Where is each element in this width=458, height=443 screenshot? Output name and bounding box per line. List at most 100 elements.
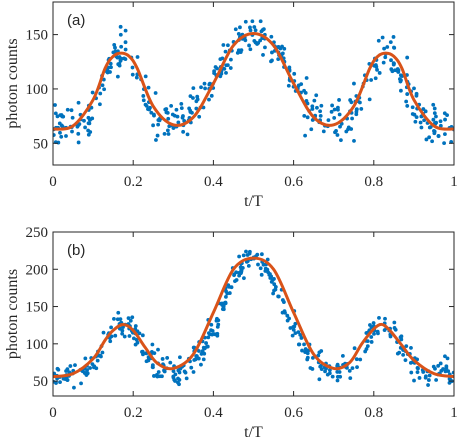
data-point bbox=[340, 354, 345, 358]
data-point bbox=[288, 326, 293, 330]
data-point bbox=[69, 108, 74, 113]
data-point bbox=[199, 352, 204, 356]
data-point bbox=[282, 300, 286, 304]
data-point bbox=[76, 131, 81, 136]
data-point bbox=[58, 113, 63, 118]
data-point bbox=[273, 287, 278, 292]
data-point bbox=[130, 315, 135, 320]
data-point bbox=[134, 75, 139, 80]
data-point bbox=[202, 351, 207, 356]
data-point bbox=[404, 344, 409, 349]
data-point bbox=[392, 326, 397, 330]
data-point bbox=[327, 371, 332, 376]
data-point bbox=[86, 128, 91, 133]
data-point bbox=[419, 125, 424, 130]
data-point bbox=[215, 324, 220, 329]
data-point bbox=[152, 351, 157, 356]
data-point bbox=[225, 63, 230, 68]
data-point bbox=[291, 327, 296, 332]
data-point bbox=[178, 355, 182, 360]
data-point bbox=[172, 377, 177, 382]
data-point bbox=[297, 342, 302, 347]
data-point bbox=[237, 254, 242, 259]
y-tick-label: 250 bbox=[26, 225, 49, 241]
data-point bbox=[438, 123, 443, 128]
data-point bbox=[414, 115, 419, 120]
data-point bbox=[434, 378, 439, 382]
data-point bbox=[214, 318, 219, 323]
data-point bbox=[315, 105, 319, 110]
data-point bbox=[224, 70, 228, 75]
data-point bbox=[112, 316, 116, 321]
data-point bbox=[310, 104, 315, 109]
data-point bbox=[319, 367, 324, 372]
data-point bbox=[299, 82, 304, 87]
data-point bbox=[194, 354, 199, 359]
data-point bbox=[123, 47, 128, 52]
data-point bbox=[83, 125, 87, 130]
data-point bbox=[408, 360, 413, 365]
data-point bbox=[369, 335, 374, 339]
data-point bbox=[58, 130, 62, 135]
data-point bbox=[385, 45, 390, 49]
data-point bbox=[215, 333, 220, 338]
data-point bbox=[252, 25, 257, 29]
data-point bbox=[247, 251, 252, 256]
data-point bbox=[376, 331, 380, 336]
data-point bbox=[350, 116, 354, 121]
data-point bbox=[202, 346, 207, 351]
data-point bbox=[98, 102, 102, 107]
data-point bbox=[317, 350, 322, 355]
data-point bbox=[330, 374, 335, 379]
data-point bbox=[58, 380, 62, 385]
data-point bbox=[276, 57, 281, 62]
data-point bbox=[166, 116, 171, 121]
data-point bbox=[179, 106, 184, 111]
data-point bbox=[166, 132, 171, 136]
data-point bbox=[403, 358, 408, 363]
data-point bbox=[310, 107, 315, 111]
data-point bbox=[100, 350, 105, 355]
data-point bbox=[335, 370, 340, 374]
data-point bbox=[271, 291, 276, 296]
data-point bbox=[64, 369, 68, 373]
data-point bbox=[330, 103, 335, 108]
data-point bbox=[346, 125, 351, 130]
data-point bbox=[292, 71, 297, 76]
data-point bbox=[65, 107, 70, 112]
data-point bbox=[86, 121, 91, 126]
fit-curve bbox=[53, 256, 454, 379]
data-point bbox=[242, 276, 246, 281]
data-point bbox=[116, 310, 121, 315]
data-point bbox=[156, 347, 160, 352]
data-point bbox=[119, 44, 124, 49]
x-tick-label: 0 bbox=[49, 405, 57, 421]
data-point bbox=[122, 56, 127, 61]
data-point bbox=[199, 362, 203, 367]
data-point bbox=[72, 385, 76, 390]
data-point bbox=[116, 62, 121, 67]
data-point bbox=[140, 333, 145, 338]
data-point bbox=[133, 324, 138, 328]
axes-box bbox=[52, 1, 455, 166]
data-point bbox=[304, 76, 309, 80]
data-point bbox=[95, 358, 100, 363]
data-point bbox=[57, 121, 62, 126]
data-point bbox=[65, 378, 70, 382]
data-point bbox=[443, 354, 447, 359]
data-point bbox=[442, 141, 446, 145]
data-point bbox=[319, 103, 324, 108]
data-point bbox=[424, 137, 429, 142]
data-point bbox=[177, 370, 182, 375]
data-point bbox=[76, 100, 81, 105]
data-point bbox=[335, 364, 340, 368]
data-point bbox=[426, 383, 430, 387]
data-point bbox=[234, 270, 239, 275]
data-point bbox=[352, 138, 356, 143]
data-point bbox=[451, 370, 454, 375]
measured-points bbox=[53, 19, 454, 145]
data-point bbox=[334, 129, 338, 133]
data-point bbox=[441, 367, 445, 371]
x-tick-label: 0.8 bbox=[364, 174, 383, 190]
